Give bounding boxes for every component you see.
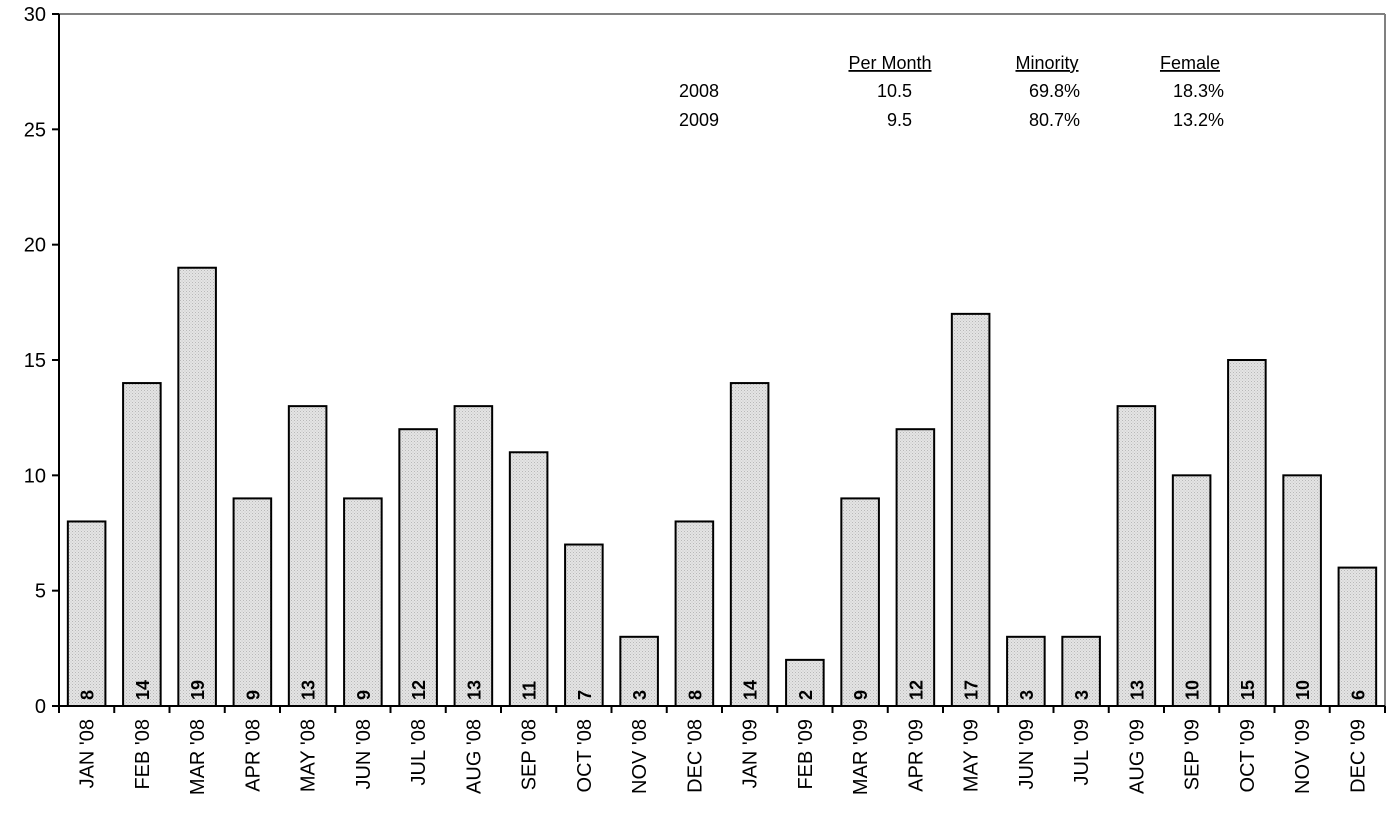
bar [287, 405, 328, 707]
x-tick-label: FEB '09 [795, 719, 817, 790]
table-cell: 10.5 [877, 81, 912, 101]
summary-table: Per Month Minority Female 2008 10.5 69.8% 18.3… [679, 53, 1224, 130]
table-row-year: 2009 [679, 110, 719, 130]
x-tick-label: MAR '08 [187, 719, 209, 795]
y-tick-label: 15 [24, 350, 46, 372]
bar-value-label: 10 [1183, 680, 1203, 700]
x-tick-label: OCT '08 [574, 719, 596, 792]
bar-value-label: 8 [685, 690, 705, 700]
table-header: Female [1160, 53, 1220, 73]
y-tick-label: 10 [24, 465, 46, 487]
x-tick-label: FEB '08 [132, 719, 154, 790]
bar [508, 451, 549, 707]
bar [177, 266, 217, 707]
bar-value-label: 19 [188, 680, 208, 700]
x-tick-label: DEC '09 [1347, 719, 1369, 793]
bar [343, 497, 383, 707]
x-tick-label: MAY '08 [298, 719, 320, 792]
bar-value-label: 17 [962, 680, 982, 700]
x-tick-label: NOV '09 [1292, 719, 1314, 794]
bar [895, 428, 936, 707]
bar-value-label: 2 [796, 690, 816, 700]
table-cell: 18.3% [1173, 81, 1224, 101]
bar-value-label: 15 [1238, 680, 1258, 700]
y-tick-label: 25 [24, 119, 46, 141]
bar [398, 428, 438, 707]
table-row-year: 2008 [679, 81, 719, 101]
x-tick-label: OCT '09 [1237, 719, 1259, 792]
x-tick-label: AUG '08 [463, 719, 485, 794]
bar-value-label: 9 [851, 690, 871, 700]
table-header: Per Month [848, 53, 931, 73]
bar-value-label: 14 [133, 680, 153, 700]
table-cell: 80.7% [1029, 110, 1080, 130]
bar [950, 312, 991, 707]
bar [1006, 635, 1046, 707]
bar [1061, 635, 1101, 707]
bar [232, 497, 273, 707]
y-tick-label: 20 [24, 235, 46, 257]
bar [1171, 474, 1212, 708]
bar [564, 543, 604, 707]
bar-value-label: 6 [1348, 690, 1368, 700]
table-header: Minority [1015, 53, 1078, 73]
bar-value-label: 9 [243, 690, 263, 700]
bar-value-label: 12 [409, 680, 429, 700]
x-tick-label: NOV '08 [629, 719, 651, 794]
table-cell: 9.5 [887, 110, 912, 130]
x-tick-label: JUN '08 [353, 719, 375, 790]
x-tick-label: APR '08 [242, 719, 264, 792]
bars: 8 14 19 9 13 9 12 13 11 7 3 8 14 2 9 12 17 3 3 13 10 15 10 6 [66, 266, 1378, 708]
bar [785, 658, 825, 707]
bar [619, 635, 659, 707]
x-tick-label: SEP '09 [1182, 719, 1204, 790]
bar-value-label: 10 [1293, 680, 1313, 700]
x-axis: JAN '08 FEB '08 MAR '08 APR '08 MAY '08 JUN '… [58, 706, 1386, 795]
bar [122, 382, 162, 707]
bar [66, 520, 107, 708]
x-tick-label: SEP '08 [519, 719, 541, 790]
y-tick-label: 0 [35, 696, 46, 718]
x-tick-label: AUG '09 [1126, 719, 1148, 794]
x-tick-label: JUN '09 [1016, 719, 1038, 790]
bar-value-label: 3 [1017, 690, 1037, 700]
bar [1337, 566, 1378, 707]
x-tick-label: MAR '09 [850, 719, 872, 795]
bar-value-label: 7 [575, 690, 595, 700]
bar-value-label: 3 [630, 690, 650, 700]
x-tick-label: APR '09 [905, 719, 927, 792]
x-tick-label: JUL '08 [408, 719, 430, 785]
bar-value-label: 12 [906, 680, 926, 700]
x-tick-label: MAY '09 [961, 719, 983, 792]
bar [1282, 474, 1322, 708]
bar [1227, 359, 1267, 707]
y-tick-label: 5 [35, 581, 46, 603]
y-tick-label: 30 [24, 4, 46, 26]
x-tick-label: JUL '09 [1071, 719, 1093, 785]
table-cell: 69.8% [1029, 81, 1080, 101]
bar [1116, 405, 1157, 707]
bar-value-label: 13 [464, 680, 484, 700]
bar-value-label: 9 [354, 690, 374, 700]
bar [840, 497, 880, 707]
bar [729, 382, 770, 707]
bar-value-label: 13 [1127, 680, 1147, 700]
x-tick-label: JAN '09 [740, 719, 762, 788]
bar-value-label: 13 [299, 680, 319, 700]
bar-value-label: 3 [1072, 690, 1092, 700]
bar-value-label: 14 [741, 680, 761, 700]
bar [674, 520, 715, 708]
x-tick-label: DEC '08 [684, 719, 706, 793]
bar-value-label: 11 [520, 681, 540, 700]
x-tick-label: JAN '08 [77, 719, 99, 788]
bar [453, 405, 494, 707]
y-axis: 0 5 10 15 20 25 30 [24, 4, 59, 718]
table-cell: 13.2% [1173, 110, 1224, 130]
bar-value-label: 8 [78, 690, 98, 700]
